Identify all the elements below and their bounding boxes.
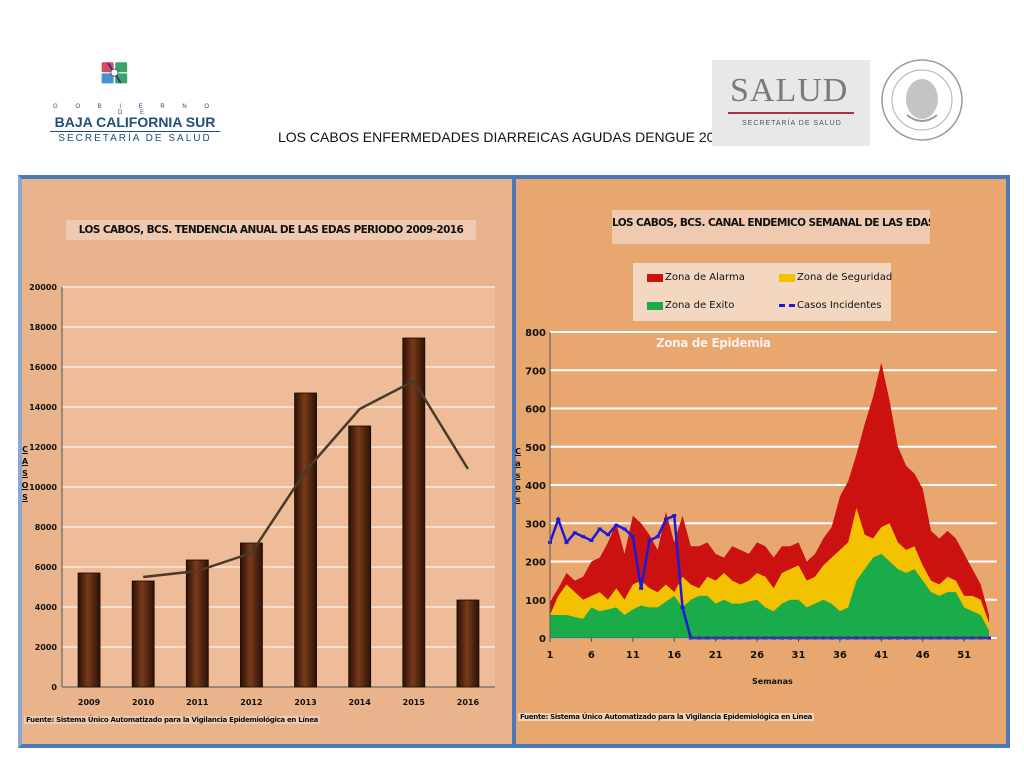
y-tick-label: 200 xyxy=(525,558,546,569)
trend-line xyxy=(143,379,470,579)
y-tick-label: 12000 xyxy=(29,443,57,452)
y-tick-label: 16000 xyxy=(29,363,57,372)
y-tick-label: 14000 xyxy=(29,403,57,412)
bcs-emblem-logo xyxy=(101,62,128,84)
x-tick-label: 21 xyxy=(709,650,723,661)
y-tick-label: 500 xyxy=(525,443,546,454)
y-tick-label: 300 xyxy=(525,519,546,530)
y-tick-label: 0 xyxy=(539,634,546,645)
y-tick-label: 6000 xyxy=(35,563,58,572)
y-tick-label: 20000 xyxy=(29,283,57,292)
y-axis-label-letter: O xyxy=(21,481,29,490)
bar xyxy=(131,580,155,688)
seguridad-swatch xyxy=(779,273,795,282)
y-tick-label: 400 xyxy=(525,481,546,492)
x-tick-label: 6 xyxy=(588,650,595,661)
x-tick-label: 46 xyxy=(916,650,930,661)
x-tick-label: 16 xyxy=(667,650,681,661)
bar xyxy=(185,559,209,688)
x-axis-label: Semanas xyxy=(752,677,793,686)
salud-logo-subtitle: SECRETARÍA DE SALUD xyxy=(742,120,842,127)
salud-logo-line xyxy=(728,112,854,114)
legend-label: Casos Incidentes xyxy=(797,300,882,311)
x-tick-label: 11 xyxy=(626,650,640,661)
bar xyxy=(456,599,480,688)
epidemic-zone-label: Zona de Epidemia xyxy=(656,336,771,350)
y-tick-label: 600 xyxy=(525,405,546,416)
exito-swatch xyxy=(647,301,663,310)
right-chart-title: LOS CABOS, BCS. CANAL ENDEMICO SEMANAL D… xyxy=(612,210,930,244)
y-tick-label: 8000 xyxy=(35,523,58,532)
salud-logo xyxy=(712,60,870,146)
x-tick-label: 26 xyxy=(750,650,764,661)
left-source-note: Fuente: Sistema Único Automatizado para … xyxy=(24,716,321,724)
left-chart-title: LOS CABOS, BCS. TENDENCIA ANUAL DE LAS E… xyxy=(66,220,476,240)
x-tick-label: 41 xyxy=(874,650,888,661)
y-axis-label-letter: S xyxy=(22,469,28,478)
x-tick-label: 2012 xyxy=(240,698,262,707)
y-axis-label-letter: s xyxy=(515,495,521,504)
y-tick-label: 0 xyxy=(51,683,57,692)
alarma-swatch xyxy=(647,273,663,282)
chart-legend: Zona de Alarma Zona de Seguridad Zona de… xyxy=(633,263,892,321)
right-source-note: Fuente: Sistema Único Automatizado para … xyxy=(518,713,815,721)
x-tick-label: 2011 xyxy=(186,698,209,707)
legend-label: Zona de Seguridad xyxy=(797,272,893,283)
bar xyxy=(294,392,317,688)
legend-item-casos: Casos Incidentes xyxy=(779,300,882,311)
x-tick-label: 2010 xyxy=(132,698,155,707)
x-tick-label: 51 xyxy=(957,650,971,661)
exito-area xyxy=(550,553,989,638)
legend-item-alarma: Zona de Alarma xyxy=(647,272,745,283)
bcs-gobierno-text: G O B I E R N O D E xyxy=(52,104,217,116)
y-axis-label-letter: o xyxy=(515,483,521,492)
legend-item-exito: Zona de Exito xyxy=(647,300,734,311)
y-axis-label-letter: S xyxy=(22,493,28,502)
x-tick-label: 36 xyxy=(833,650,847,661)
y-tick-label: 10000 xyxy=(29,483,57,492)
x-tick-label: 1 xyxy=(547,650,554,661)
x-tick-label: 31 xyxy=(792,650,806,661)
y-axis-label-letter: s xyxy=(515,471,521,480)
bar xyxy=(348,425,372,688)
salud-logo-word: SALUD xyxy=(730,72,849,109)
page-title: LOS CABOS ENFERMEDADES DIARREICAS AGUDAS… xyxy=(278,129,731,145)
y-tick-label: 100 xyxy=(525,596,546,607)
y-tick-label: 18000 xyxy=(29,323,57,332)
x-tick-label: 2013 xyxy=(294,698,316,707)
x-tick-label: 2015 xyxy=(403,698,426,707)
y-axis-label-letter: C xyxy=(22,445,28,454)
bcs-secretaria-text: SECRETARÍA DE SALUD xyxy=(50,131,220,144)
legend-item-seguridad: Zona de Seguridad xyxy=(779,272,892,283)
y-tick-label: 4000 xyxy=(35,603,58,612)
y-axis-label-letter: A xyxy=(21,457,29,466)
y-tick-label: 700 xyxy=(525,366,546,377)
x-tick-label: 2016 xyxy=(457,698,480,707)
annual-trend-chart: 0 2000 4000 6000 8000 10000 12000 14000 16000 180… xyxy=(29,283,495,707)
bar xyxy=(77,572,101,688)
legend-label: Zona de Alarma xyxy=(665,272,745,283)
y-axis-label-letter: C xyxy=(515,447,521,456)
y-tick-label: 2000 xyxy=(35,643,58,652)
mexico-seal-logo xyxy=(881,59,963,141)
x-tick-label: 2014 xyxy=(349,698,372,707)
bar xyxy=(402,337,426,688)
legend-label: Zona de Exito xyxy=(665,300,735,311)
y-tick-label: 800 xyxy=(525,328,546,339)
casos-swatch xyxy=(779,304,795,307)
bar xyxy=(240,542,263,688)
x-tick-label: 2009 xyxy=(78,698,101,707)
y-axis-label-letter: a xyxy=(515,459,521,468)
bcs-name-text: BAJA CALIFORNIA SUR xyxy=(54,114,216,130)
